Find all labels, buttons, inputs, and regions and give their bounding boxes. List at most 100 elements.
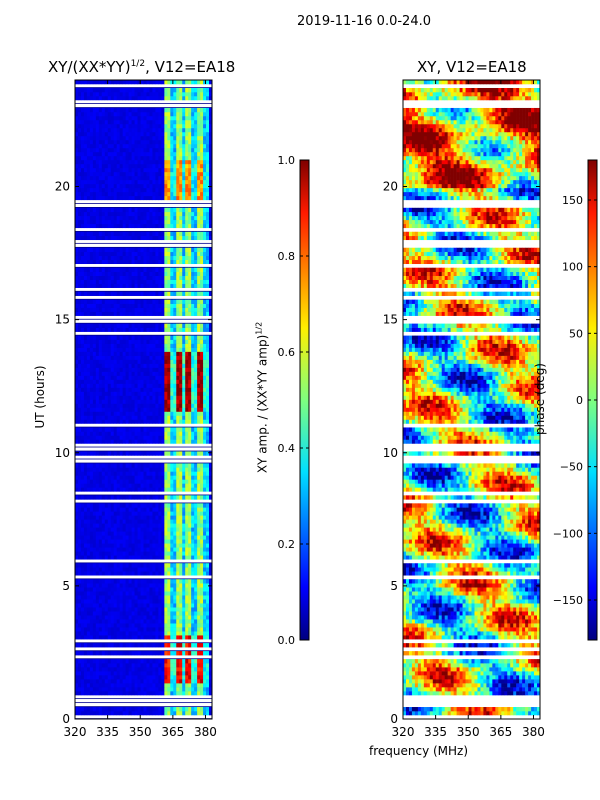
left-heatmap-cell: [110, 579, 115, 584]
left-heatmap-cell: [158, 223, 162, 229]
left-heatmap-cell: [158, 439, 162, 444]
left-heatmap-cell: [185, 571, 189, 576]
left-heatmap-cell: [203, 579, 207, 584]
left-heatmap-cell: [137, 667, 141, 672]
left-heatmap-cell: [143, 675, 147, 680]
left-heatmap-cell: [188, 311, 192, 316]
left-heatmap-cell: [80, 371, 85, 376]
left-heatmap-cell: [134, 707, 138, 712]
left-heatmap-cell: [149, 579, 153, 584]
left-heatmap-cell: [164, 371, 168, 376]
left-heatmap-cell: [101, 515, 106, 520]
left-heatmap-cell: [173, 231, 177, 237]
left-heatmap-cell: [77, 371, 82, 376]
left-heatmap-cell: [173, 627, 177, 632]
left-heatmap-cell: [203, 539, 207, 544]
left-heatmap-cell: [161, 435, 165, 440]
left-heatmap-cell: [75, 247, 79, 253]
left-heatmap-cell: [77, 367, 82, 372]
left-heatmap-cell: [158, 611, 162, 616]
left-heatmap-cell: [188, 403, 192, 408]
left-heatmap-cell: [83, 371, 88, 376]
left-heatmap-cell: [155, 415, 159, 420]
left-heatmap-cell: [200, 355, 204, 360]
left-heatmap-cell: [209, 515, 213, 520]
left-heatmap-cell: [77, 219, 82, 225]
left-heatmap-cell: [77, 531, 82, 536]
left-heatmap-cell: [137, 507, 141, 512]
left-heatmap-cell: [92, 463, 97, 468]
left-heatmap-cell: [161, 531, 165, 536]
left-heatmap-cell: [170, 355, 174, 360]
left-heatmap-cell: [137, 391, 141, 396]
left-heatmap-cell: [92, 671, 97, 676]
left-heatmap-cell: [137, 307, 141, 312]
left-heatmap-cell: [137, 351, 141, 356]
left-heatmap-cell: [179, 707, 183, 712]
left-heatmap-cell: [80, 507, 85, 512]
left-heatmap-cell: [104, 191, 109, 197]
left-heatmap-cell: [164, 279, 168, 284]
left-heatmap-cell: [101, 707, 106, 712]
left-heatmap-cell: [75, 211, 79, 217]
left-heatmap-cell: [197, 495, 201, 500]
left-heatmap-cell: [209, 339, 213, 344]
left-heatmap-cell: [182, 367, 186, 372]
left-heatmap-cell: [167, 327, 171, 332]
left-heatmap-cell: [203, 299, 207, 304]
left-heatmap-cell: [152, 211, 156, 217]
left-heatmap-cell: [128, 627, 132, 632]
left-heatmap-cell: [104, 439, 109, 444]
left-heatmap-cell: [158, 391, 162, 396]
left-heatmap-cell: [209, 363, 213, 368]
left-heatmap-cell: [116, 547, 120, 552]
left-heatmap-cell: [167, 555, 171, 560]
left-heatmap-cell: [194, 379, 198, 384]
left-heatmap-cell: [83, 367, 88, 372]
left-heatmap-cell: [146, 371, 150, 376]
left-heatmap-cell: [182, 247, 186, 253]
left-heatmap-cell: [170, 419, 174, 424]
left-heatmap-cell: [182, 619, 186, 624]
left-heatmap-cell: [203, 415, 207, 420]
left-heatmap-cell: [155, 467, 159, 472]
left-heatmap-cell: [113, 571, 117, 576]
left-heatmap-cell: [119, 687, 123, 692]
left-heatmap-cell: [101, 627, 106, 632]
left-heatmap-cell: [200, 711, 204, 716]
left-heatmap-cell: [197, 351, 201, 356]
left-heatmap-cell: [75, 519, 79, 524]
left-heatmap-cell: [194, 551, 198, 556]
left-heatmap-cell: [191, 683, 195, 688]
left-heatmap-cell: [179, 387, 183, 392]
left-heatmap-cell: [137, 495, 141, 500]
left-heatmap-cell: [122, 679, 126, 684]
left-heatmap-cell: [170, 615, 174, 620]
left-heatmap-cell: [140, 403, 144, 408]
left-heatmap-cell: [146, 503, 150, 508]
left-heatmap-cell: [176, 403, 180, 408]
left-heatmap-cell: [164, 267, 168, 272]
left-heatmap-cell: [155, 427, 159, 432]
left-heatmap-cell: [92, 687, 97, 692]
left-heatmap-cell: [179, 279, 183, 284]
left-heatmap-cell: [98, 431, 103, 436]
left-heatmap-cell: [131, 463, 135, 468]
left-heatmap-cell: [149, 487, 153, 492]
left-heatmap-cell: [110, 643, 115, 648]
left-heatmap-cell: [89, 435, 94, 440]
left-heatmap-cell: [89, 583, 94, 588]
left-heatmap-cell: [75, 311, 79, 316]
left-heatmap-cell: [113, 671, 117, 676]
left-heatmap-cell: [98, 379, 103, 384]
left-heatmap-cell: [185, 291, 189, 296]
left-heatmap-cell: [176, 279, 180, 284]
left-heatmap-cell: [131, 303, 135, 308]
left-heatmap-cell: [191, 363, 195, 368]
left-heatmap-cell: [194, 555, 198, 560]
left-heatmap-cell: [95, 567, 100, 572]
left-heatmap-cell: [122, 247, 126, 253]
left-heatmap-cell: [209, 347, 213, 352]
left-heatmap-cell: [182, 475, 186, 480]
left-heatmap-cell: [116, 311, 120, 316]
